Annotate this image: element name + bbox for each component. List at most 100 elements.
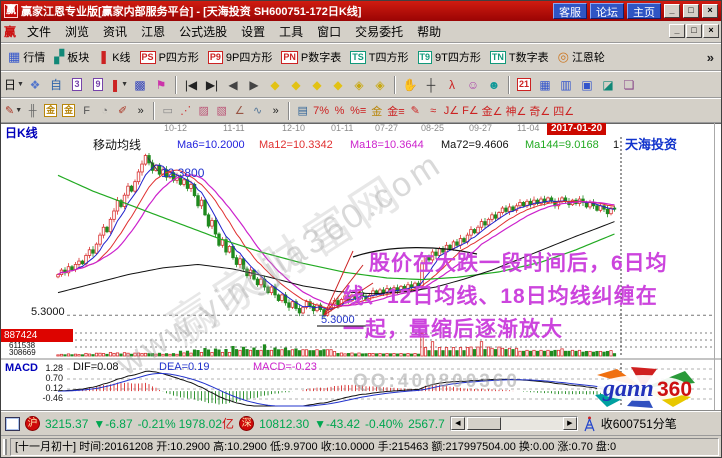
toolbar3-pen-dropdown[interactable]: ✎ ▼ [4, 102, 23, 120]
shanghai-icon[interactable]: 沪 [25, 416, 40, 431]
toolbar2-pattern-tool[interactable]: ▩ [130, 75, 150, 95]
toolbar1-overflow-chevron[interactable]: » [706, 49, 714, 65]
toolbar2-export[interactable]: ◪ [598, 75, 618, 95]
toolbar3-angle-line[interactable]: ∠ [231, 102, 248, 120]
toolbar3-fan-lines[interactable]: ⋰ [177, 102, 194, 120]
toolbar2-gann-diamond-5[interactable]: ◈ [349, 75, 369, 95]
toolbar3-overflow-1[interactable]: » [132, 102, 149, 120]
toolbar2-nav-next[interactable]: ▶ [244, 75, 264, 95]
toolbar3-gold-table-2[interactable]: 金 [60, 102, 77, 120]
toolbar2-calendar-21[interactable]: 21 [514, 75, 534, 95]
doc-restore-button[interactable]: □ [686, 24, 702, 38]
doc-close-button[interactable]: × [703, 24, 719, 38]
menu-item-0[interactable]: 文件 [27, 25, 52, 39]
toolbar1-t-table[interactable]: TN T数字表 [486, 47, 553, 67]
toolbar2-nav-last[interactable]: ▶| [202, 75, 222, 95]
tick-data-link[interactable]: 收600751分笔 [600, 417, 677, 431]
home-button[interactable]: 主页 [627, 3, 661, 19]
toolbar1-t-square[interactable]: TS T四方形 [346, 47, 412, 67]
toolbar2-save[interactable]: ▣ [577, 75, 597, 95]
toolbar2-bars-3[interactable]: 3 [67, 75, 87, 95]
shenzhen-icon[interactable]: 深 [239, 416, 255, 431]
toolbar3-shade-box-1[interactable]: ▨ [195, 102, 212, 120]
toolbar2-matrix-calc[interactable]: ▦ [535, 75, 555, 95]
menu-item-3[interactable]: 江恩 [141, 25, 166, 39]
toolbar3-wave-tool[interactable]: ∿ [249, 102, 266, 120]
infobar-grip[interactable] [3, 438, 7, 455]
kline-chart-area[interactable]: www.yingjia360.com 赢家财富网 日K线 移动均线 1 天海投资… [1, 123, 721, 411]
chart-canvas[interactable] [1, 123, 722, 411]
menu-item-9[interactable]: 帮助 [417, 25, 442, 39]
minimize-button[interactable]: _ [664, 4, 680, 18]
toolbar3-box-tool[interactable]: ▭ [159, 102, 176, 120]
toolbar2-hand-tool[interactable]: ✋ [400, 75, 420, 95]
toolbar2-net-grid[interactable]: ❖ [25, 75, 45, 95]
toolbar2-candle-dropdown[interactable]: ❚ ▼ [109, 75, 129, 95]
toolbar3-pen-3[interactable]: ✎ [407, 102, 424, 120]
toolbar3-shade-box-2[interactable]: ▧ [213, 102, 230, 120]
maximize-button[interactable]: □ [683, 4, 699, 18]
toolbar1-p-table[interactable]: PN P数字表 [277, 47, 345, 67]
toolbar3-pen-2[interactable]: ✐ [114, 102, 131, 120]
menu-item-7[interactable]: 窗口 [317, 25, 342, 39]
toolbar2-draw-flag[interactable]: ⚑ [151, 75, 171, 95]
toolbar2-period-day-dropdown[interactable]: 日 ▼ [4, 75, 24, 95]
toolbar2-nav-first[interactable]: |◀ [181, 75, 201, 95]
toolbar3-gold-table-1[interactable]: 金 [42, 102, 59, 120]
toolbar3-gold-circle[interactable]: 金 [368, 102, 385, 120]
toolbar3-list-tool[interactable]: ▤ [294, 102, 311, 120]
toolbar2-crosshair-tool[interactable]: ┼ [421, 75, 441, 95]
menu-item-5[interactable]: 设置 [241, 25, 266, 39]
toolbar3-grid-lines[interactable]: ╫ [24, 102, 41, 120]
doc-minimize-button[interactable]: _ [669, 24, 685, 38]
horizontal-scrollbar[interactable]: ◀ ▶ [449, 416, 578, 431]
toolbar1-gann-wheel[interactable]: ◎ 江恩轮 [554, 47, 609, 67]
close-button[interactable]: × [702, 4, 718, 18]
toolbar2-figure-red[interactable]: λ [442, 75, 462, 95]
toolbar3-qi-angle[interactable]: 奇∠ [528, 102, 551, 120]
toolbar2-bars-9[interactable]: 9 [88, 75, 108, 95]
toolbar2-figure-teal[interactable]: ☻ [484, 75, 504, 95]
toolbar2-figure-purple[interactable]: ☺ [463, 75, 483, 95]
menu-item-4[interactable]: 公式选股 [179, 25, 228, 39]
toolbar1-9p-square[interactable]: P9 9P四方形 [204, 47, 276, 67]
toolbar2-gann-diamond-3[interactable]: ◆ [307, 75, 327, 95]
toolbar1-sectors[interactable]: ▞ 板块 [50, 47, 93, 67]
toolbar3-overflow-2[interactable]: » [267, 102, 284, 120]
toolbar2-gann-diamond-4[interactable]: ◆ [328, 75, 348, 95]
menu-item-1[interactable]: 浏览 [65, 25, 90, 39]
toolbar3-f-angle[interactable]: F∠ [461, 102, 480, 120]
toolbar3-gold-angle[interactable]: 金∠ [481, 102, 504, 120]
toolbar3-pct-lines[interactable]: %≡ [349, 102, 367, 120]
menu-item-8[interactable]: 交易委托 [355, 25, 404, 39]
toolbar2-print[interactable]: ❏ [619, 75, 639, 95]
toolbar3-pct-tool[interactable]: % [331, 102, 348, 120]
toolbar3-spiral-tool[interactable]: ◔ [96, 102, 113, 120]
menu-item-6[interactable]: 工具 [279, 25, 304, 39]
toolbar3-j-angle[interactable]: J∠ [443, 102, 460, 120]
toolbar2-gann-diamond-1[interactable]: ◆ [265, 75, 285, 95]
toolbar3-approx-tool[interactable]: ≈ [425, 102, 442, 120]
toolbar3-seven-pct[interactable]: 7% [312, 102, 330, 120]
toolbar2-note-tool[interactable]: 自 [46, 75, 66, 95]
service-button[interactable]: 客服 [553, 3, 587, 19]
gann360-logo: gann 360 [595, 367, 695, 408]
toolbar3-f-tool[interactable]: F [78, 102, 95, 120]
scroll-right-arrow[interactable]: ▶ [562, 417, 577, 430]
toolbar2-gann-diamond-6[interactable]: ◈ [370, 75, 390, 95]
quote-grid-icon[interactable] [5, 416, 20, 431]
menu-item-2[interactable]: 资讯 [103, 25, 128, 39]
scrollbar-thumb[interactable] [466, 417, 501, 430]
forum-button[interactable]: 论坛 [590, 3, 624, 19]
toolbar2-gann-diamond-2[interactable]: ◆ [286, 75, 306, 95]
toolbar3-si-angle[interactable]: 四∠ [552, 102, 575, 120]
toolbar3-shen-angle[interactable]: 神∠ [505, 102, 528, 120]
toolbar2-nav-prev[interactable]: ◀ [223, 75, 243, 95]
toolbar1-quotes[interactable]: ▦ 行情 [4, 47, 49, 67]
scroll-left-arrow[interactable]: ◀ [450, 417, 465, 430]
toolbar1-kline[interactable]: ❚ K线 [94, 47, 134, 67]
toolbar2-notebook[interactable]: ▥ [556, 75, 576, 95]
toolbar1-9t-square[interactable]: T9 9T四方形 [414, 47, 485, 67]
toolbar1-p-square[interactable]: PS P四方形 [136, 47, 203, 67]
toolbar3-gold-lines[interactable]: 金≡ [386, 102, 405, 120]
